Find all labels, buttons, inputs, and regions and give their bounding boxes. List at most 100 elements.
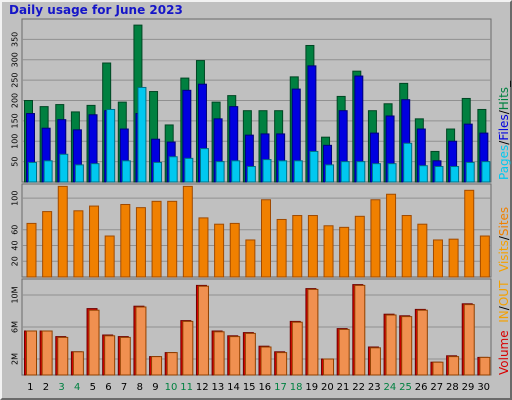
day-label: 24 xyxy=(384,382,397,393)
pages-bar xyxy=(325,164,335,183)
volume-out-bar xyxy=(166,352,178,376)
day-label: 4 xyxy=(74,382,80,393)
y-tick-label: 250 xyxy=(11,72,20,87)
day-label: 21 xyxy=(337,382,350,393)
day-label: 29 xyxy=(462,382,475,393)
day-label: 26 xyxy=(415,382,428,393)
day-label: 13 xyxy=(212,382,225,393)
pages-bar xyxy=(309,150,319,183)
day-label: 2 xyxy=(43,382,49,393)
sites-bar xyxy=(339,226,350,278)
volume-out-bar xyxy=(260,346,272,376)
panel-volume: 2M 6M 10M xyxy=(11,278,492,376)
pages-bar xyxy=(340,161,350,183)
y-tick-label: 10M xyxy=(11,286,20,303)
day-label: 18 xyxy=(290,382,303,393)
pages-bar xyxy=(356,161,366,183)
sites-bar xyxy=(89,205,100,278)
pages-bar xyxy=(450,166,460,183)
legend-entry: / xyxy=(497,236,511,241)
day-label: 22 xyxy=(352,382,365,393)
y-tick-label: 100 xyxy=(11,191,20,206)
y-tick-label: 6M xyxy=(11,321,20,333)
volume-out-bar xyxy=(197,285,209,376)
day-label: 3 xyxy=(58,382,64,393)
y-tick-label: 100 xyxy=(11,134,20,149)
volume-out-bar xyxy=(307,288,319,376)
day-label: 8 xyxy=(137,382,143,393)
volume-out-bar xyxy=(338,328,350,376)
pages-bar xyxy=(90,163,100,183)
day-label: 28 xyxy=(446,382,459,393)
sites-bar xyxy=(198,217,209,278)
pages-bar xyxy=(231,160,241,183)
day-label: 14 xyxy=(227,382,240,393)
pages-bar xyxy=(137,86,147,183)
legend-entry: Pages xyxy=(497,144,511,180)
volume-out-bar xyxy=(88,309,100,376)
volume-out-bar xyxy=(291,321,303,376)
legend-visits-sites: Visits/Sites xyxy=(497,207,511,272)
sites-bar xyxy=(323,225,334,278)
volume-out-bar xyxy=(385,314,397,376)
y-tick-label: 60 xyxy=(11,225,20,235)
y-tick-label: 2M xyxy=(11,353,20,365)
legend-entry: _ xyxy=(497,80,511,87)
chart-title: Daily usage for June 2023 xyxy=(9,3,183,17)
day-labels: 1 2 3 4 5 6 7 8 9 10 11 12 13 14 15 16 17 18 19 20 21 22 23 24 2… xyxy=(27,382,490,393)
legend-entry: Hits xyxy=(497,86,511,111)
sites-bar xyxy=(417,223,428,278)
y-tick-label: 350 xyxy=(11,32,20,47)
sites-bar xyxy=(73,210,84,278)
volume-out-bar xyxy=(229,336,241,376)
volume-out-bar xyxy=(448,356,460,376)
volume-out-bar xyxy=(104,335,116,376)
legend-entry: / xyxy=(497,110,511,115)
volume-out-bar xyxy=(135,306,147,376)
sites-bar xyxy=(120,203,131,278)
legend-entry: Volume xyxy=(497,330,511,375)
sites-bar xyxy=(135,207,146,278)
sites-bar xyxy=(26,222,37,278)
y-tick-label: 40 xyxy=(11,240,20,250)
sites-bar xyxy=(151,200,162,278)
panel-hits-files-pages: 50 100 150 200 250 300 350 xyxy=(11,18,492,183)
legend-volume-in-out: Volume IN/OUT xyxy=(497,281,511,375)
volume-out-bar xyxy=(479,356,491,376)
pages-bar xyxy=(215,161,225,183)
pages-bar xyxy=(184,157,194,183)
pages-bar xyxy=(262,159,272,183)
sites-bar xyxy=(354,215,365,278)
day-label: 7 xyxy=(121,382,127,393)
day-label: 23 xyxy=(368,382,381,393)
pages-bar xyxy=(153,161,163,183)
pages-bar xyxy=(293,160,303,183)
volume-out-bar xyxy=(323,358,335,376)
day-label: 30 xyxy=(477,382,490,393)
sites-bar xyxy=(276,218,287,278)
legend-pages-files-hits: Pages/Files/Hits_ xyxy=(497,81,511,180)
pages-bar xyxy=(434,166,444,183)
volume-out-bar xyxy=(213,331,225,376)
legend-entry: / xyxy=(497,306,511,311)
day-label: 1 xyxy=(27,382,33,393)
sites-bar xyxy=(292,215,303,278)
sites-bar xyxy=(42,211,53,278)
day-label: 20 xyxy=(321,382,334,393)
pages-bar xyxy=(199,148,209,183)
legend-entry: Files xyxy=(497,114,511,141)
volume-out-bar xyxy=(463,304,475,376)
sites-bar xyxy=(229,222,240,278)
sites-bar xyxy=(386,193,397,278)
sites-bar xyxy=(448,238,459,278)
volume-out-bar xyxy=(369,347,381,376)
pages-bar xyxy=(278,160,288,183)
volume-out-bar xyxy=(416,309,428,376)
panel-visits-sites: 20 40 60 100 xyxy=(11,183,492,278)
pages-bar xyxy=(106,108,116,183)
pages-bar xyxy=(121,160,131,183)
pages-bar xyxy=(403,142,413,183)
sites-bar xyxy=(307,215,318,278)
